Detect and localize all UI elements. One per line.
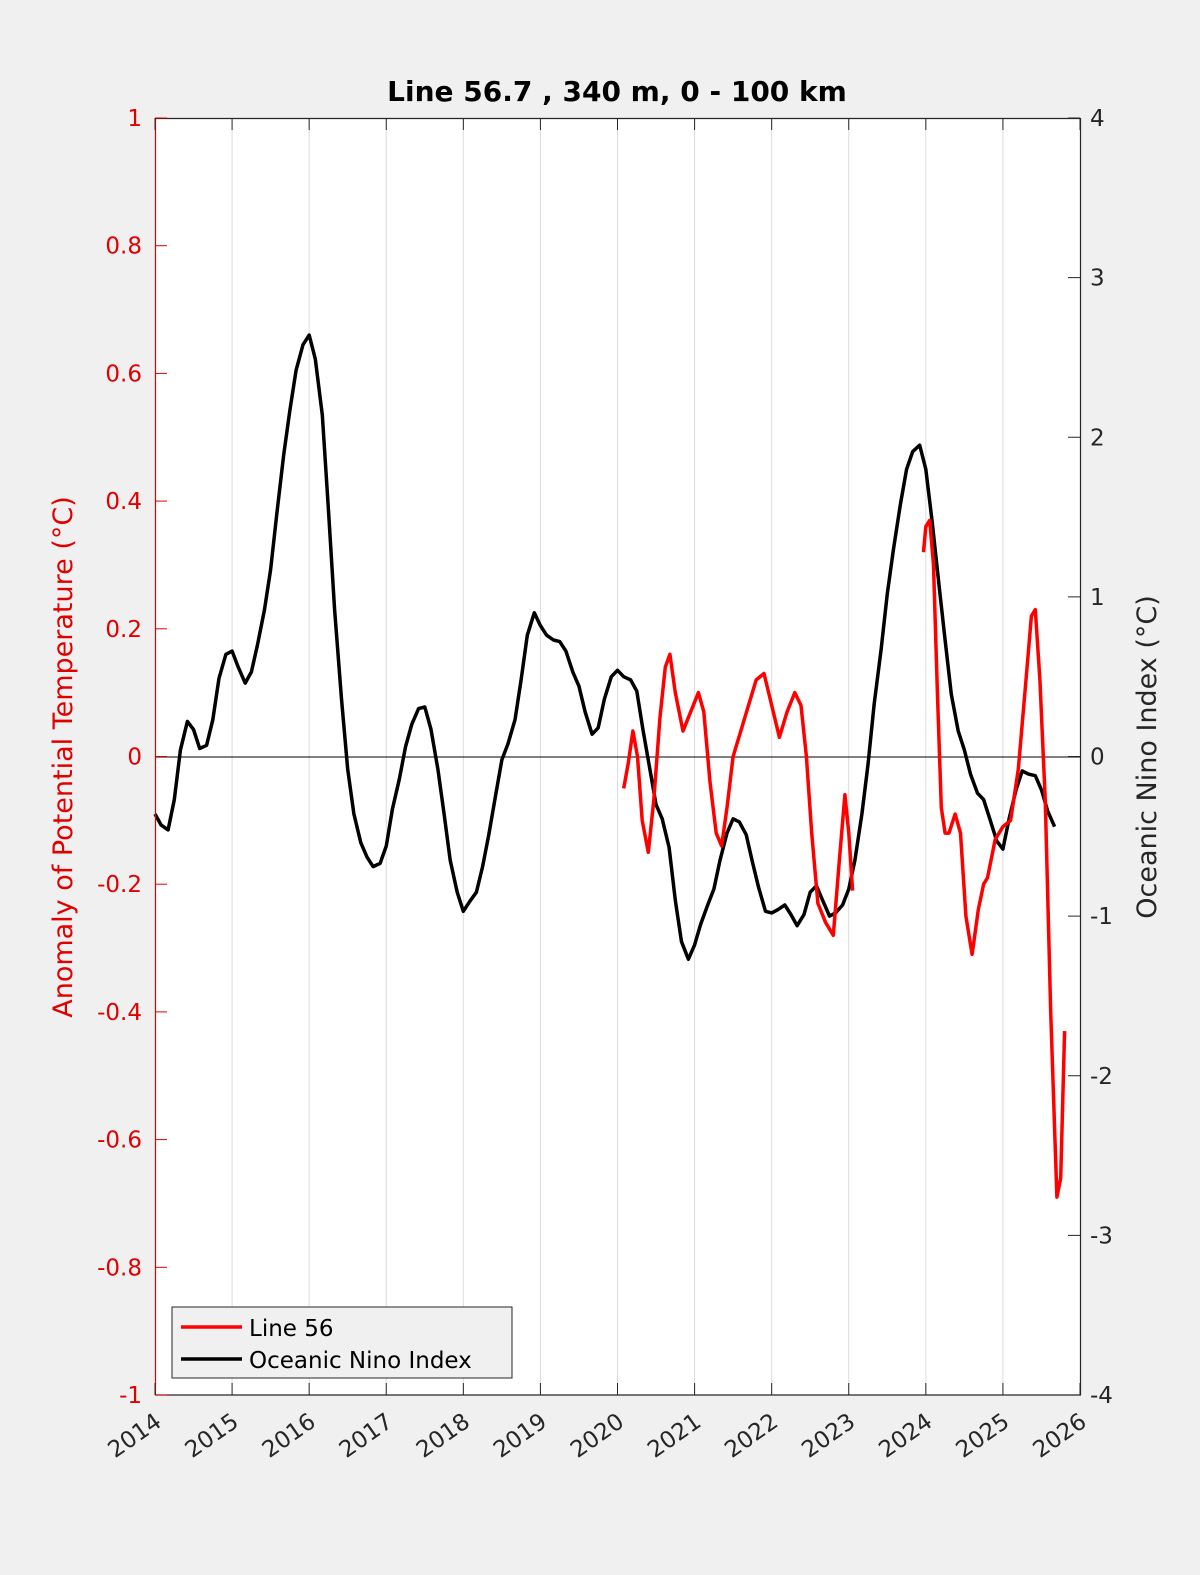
left-tick-label: -0.2 [97,872,142,898]
right-ticks: -4 -3 -2 -1 0 1 2 3 4 [1068,106,1113,1409]
series-line-oceanic-nino-index [153,333,1057,961]
left-tick-label: 0 [127,745,142,771]
series-line-line-56 [921,518,1067,1199]
left-tick-label: -0.4 [97,1000,142,1026]
x-tick-label: 2020 [566,1409,629,1464]
right-tick-label: -1 [1090,904,1113,930]
left-tick-label: 0.6 [105,361,142,387]
x-tick-label: 2022 [720,1409,783,1464]
x-tick-label: 2014 [104,1409,167,1464]
x-tick-label: 2018 [412,1409,475,1464]
right-tick-label: -2 [1090,1064,1113,1090]
x-tick-label: 2015 [181,1409,244,1464]
right-tick-label: -4 [1090,1383,1113,1409]
left-tick-label: 0.4 [105,489,142,515]
x-tick-label: 2026 [1029,1409,1092,1464]
series-layer [153,333,1067,1199]
y-axis-label-right: Oceanic Nino Index (°C) [1132,595,1163,919]
x-tick-label: 2024 [874,1409,937,1464]
left-tick-label: -1 [119,1383,142,1409]
right-tick-label: -3 [1090,1223,1113,1249]
x-tick-label: 2021 [643,1409,706,1464]
right-tick-label: 0 [1090,745,1105,771]
chart-title: Line 56.7 , 340 m, 0 - 100 km [387,75,847,108]
series-line-line-56 [621,652,855,938]
legend-label-oceanic-nino-index: Oceanic Nino Index [249,1348,472,1374]
right-tick-label: 4 [1090,106,1105,132]
right-tick-label: 2 [1090,425,1105,451]
legend-label-line-56: Line 56 [249,1316,334,1342]
legend-box [171,1306,513,1379]
right-tick-label: 3 [1090,266,1105,292]
left-tick-label: -0.6 [97,1128,142,1154]
left-tick-label: 1 [127,106,142,132]
left-tick-label: -0.8 [97,1255,142,1281]
legend: Line 56 Oceanic Nino Index [171,1306,513,1379]
y-axis-label-left: Anomaly of Potential Temperature (°C) [48,496,79,1018]
x-tick-label: 2016 [258,1409,321,1464]
left-tick-label: 0.2 [105,617,142,643]
left-ticks: -1 -0.8 -0.6 -0.4 -0.2 0 0.2 0.4 0.6 0.8 1 [97,106,167,1409]
x-tick-label: 2025 [951,1409,1014,1464]
x-tick-label: 2017 [335,1409,398,1464]
x-tick-label: 2023 [797,1409,860,1464]
right-tick-label: 1 [1090,585,1105,611]
x-tick-label: 2019 [489,1409,552,1464]
left-tick-label: 0.8 [105,234,142,260]
